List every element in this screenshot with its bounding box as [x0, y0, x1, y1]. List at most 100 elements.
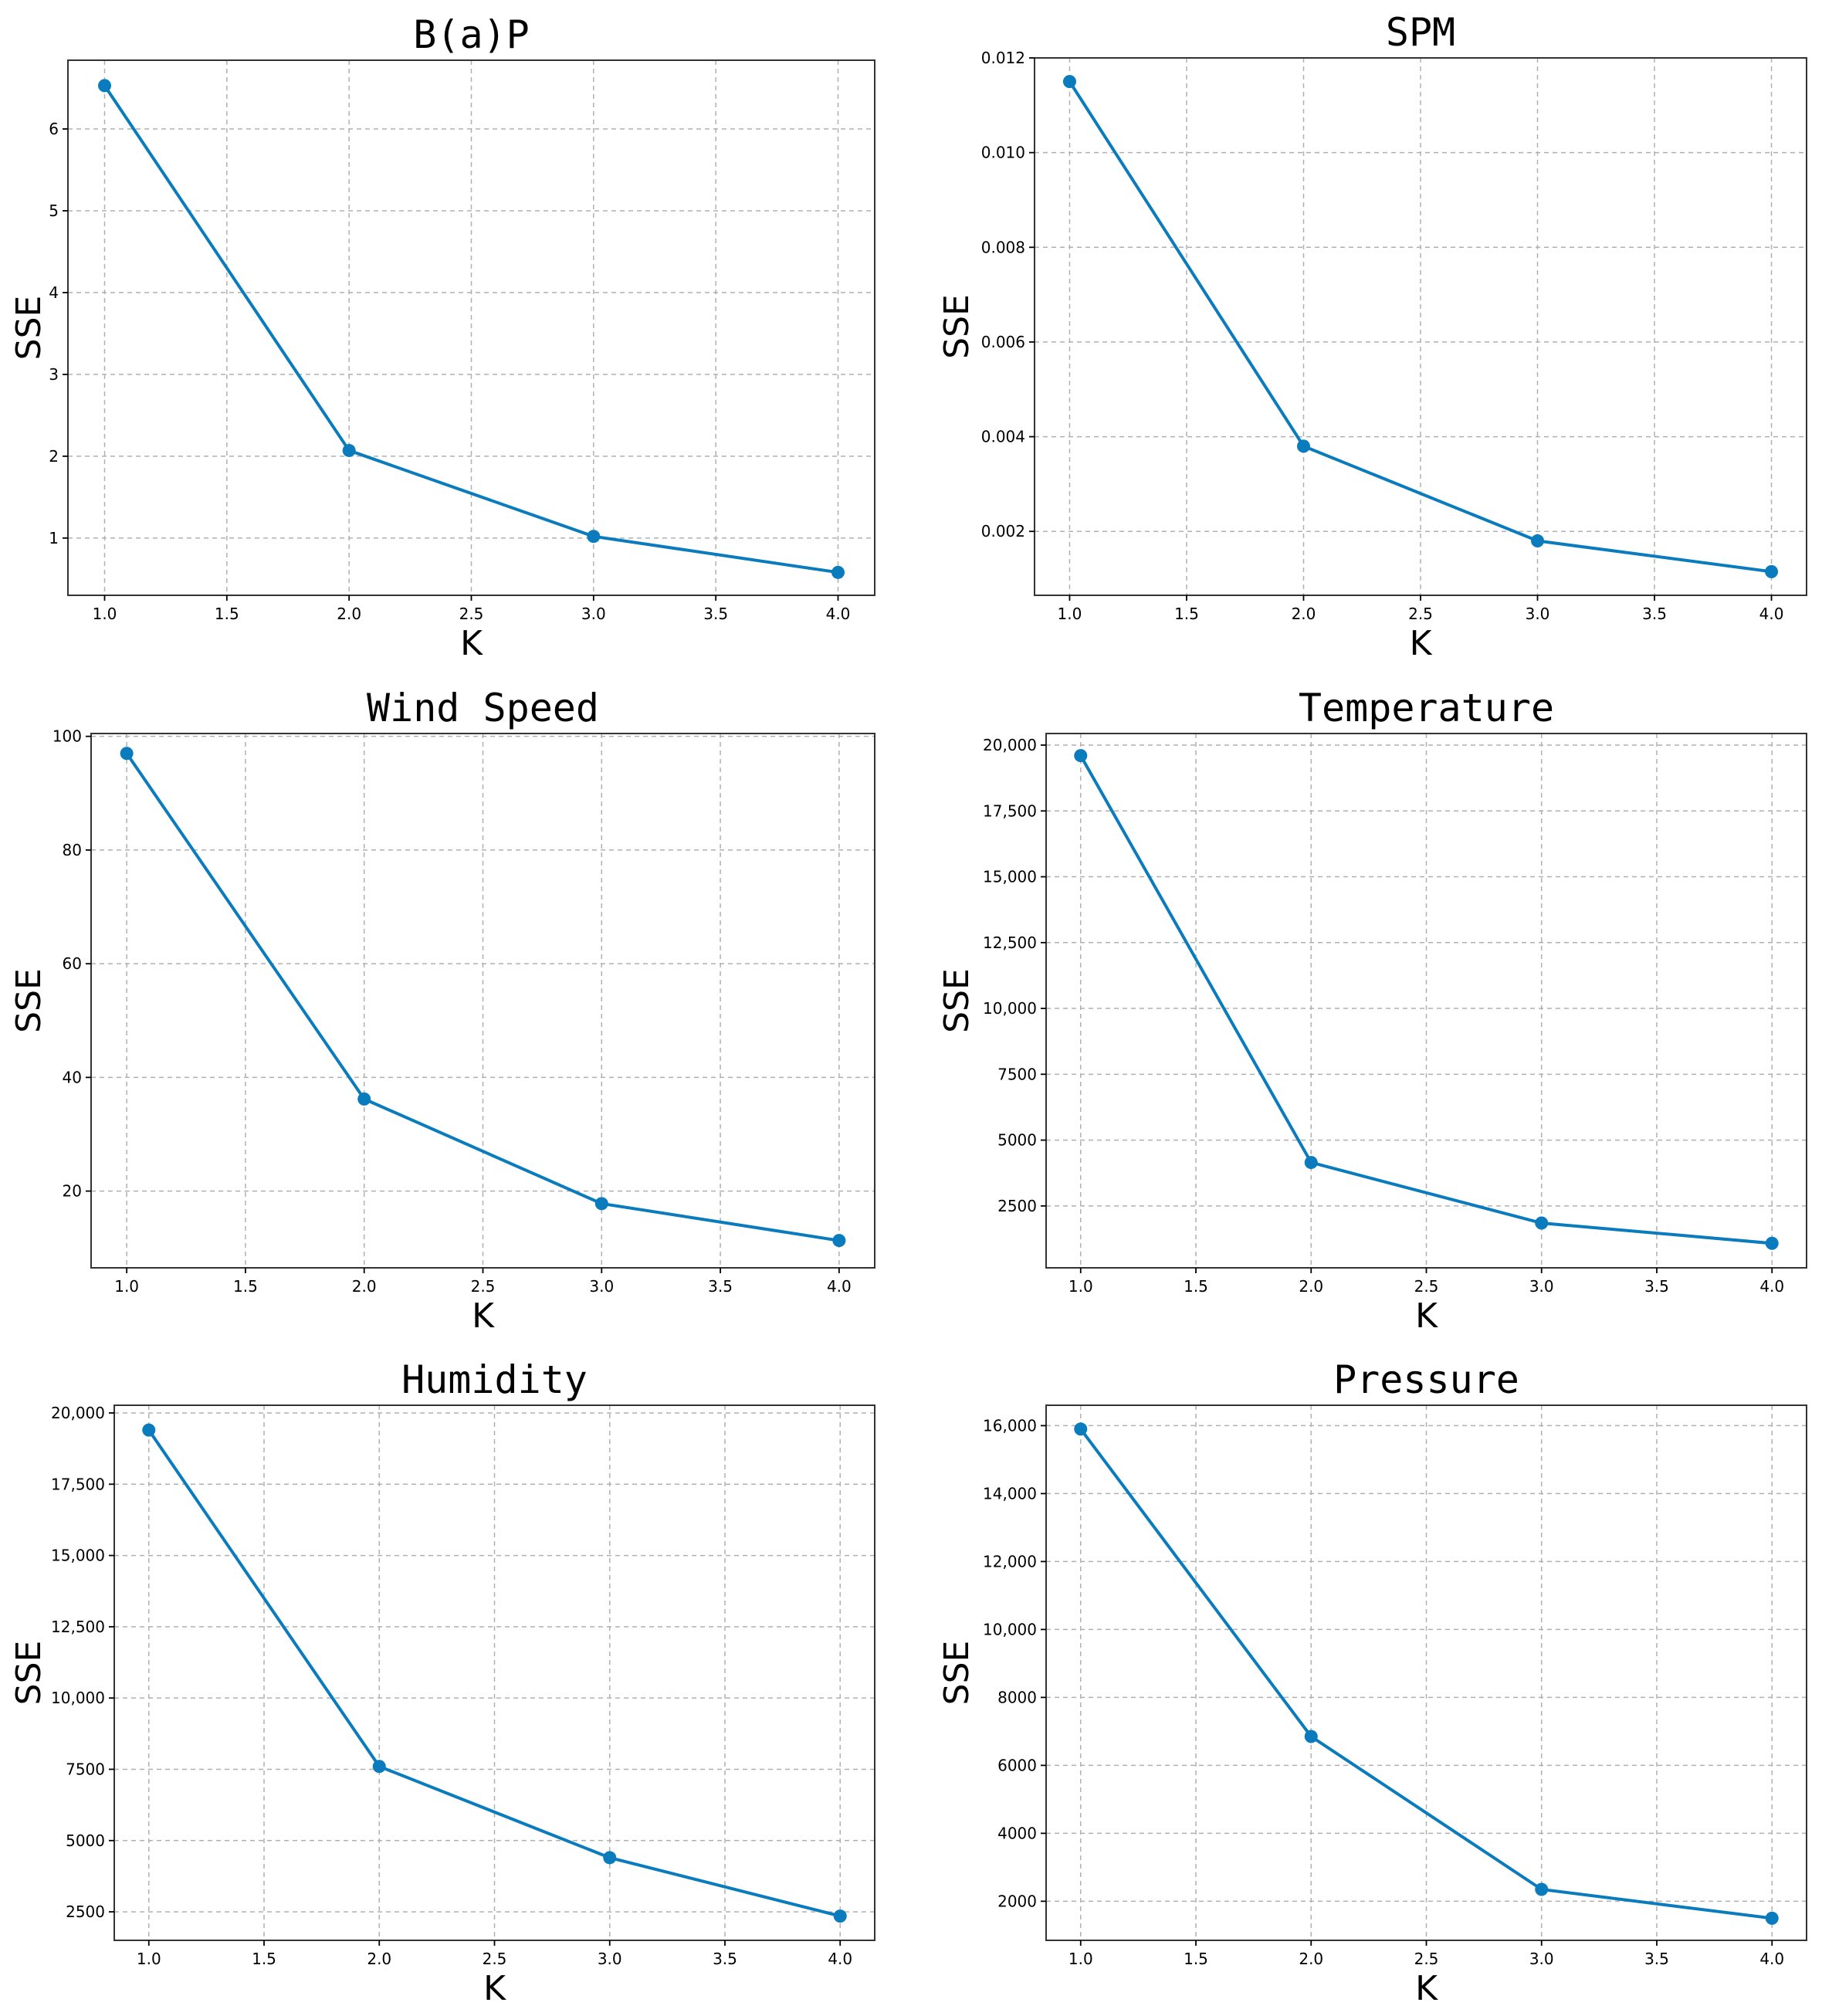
x-tick-label: 1.0: [114, 1277, 139, 1296]
x-tick-label: 4.0: [827, 1277, 852, 1296]
y-tick-label: 15,000: [51, 1547, 105, 1565]
y-axis-label: SSE: [9, 296, 49, 361]
data-point: [1531, 534, 1545, 547]
x-tick-label: 2.5: [1414, 1277, 1439, 1296]
data-point: [1296, 439, 1310, 453]
data-point: [831, 565, 845, 579]
data-point: [1074, 1422, 1088, 1436]
data-point: [1304, 1156, 1318, 1170]
x-tick-label: 2.0: [1299, 1277, 1323, 1296]
x-axis-label: K: [483, 1969, 506, 2008]
series-line: [1079, 1428, 1773, 1920]
x-tick-label: 1.5: [1174, 605, 1199, 623]
y-tick-label: 60: [63, 954, 82, 973]
data-point: [1535, 1882, 1549, 1896]
x-tick-label: 1.0: [137, 1950, 161, 1968]
x-tick-label: 3.5: [713, 1950, 737, 1968]
x-tick-label: 1.0: [1068, 1277, 1093, 1296]
x-tick-label: 2.5: [1414, 1950, 1439, 1968]
x-axis-label: K: [1415, 1296, 1438, 1336]
y-tick-label: 8000: [997, 1688, 1037, 1706]
y-tick-label: 10,000: [983, 999, 1037, 1018]
y-axis-label: SSE: [937, 294, 977, 359]
series-line: [1079, 754, 1773, 1245]
y-tick-label: 0.012: [981, 49, 1025, 67]
x-tick-label: 4.0: [1759, 1277, 1784, 1296]
chart-3: 1.0 1.5 2.0 2.5 3.0 3.5 4.0 20 40 60 80 100 Wind Spe…: [9, 686, 875, 1336]
y-tick-label: 10,000: [983, 1620, 1037, 1638]
x-tick-label: 3.5: [1644, 1277, 1669, 1296]
data-point: [372, 1760, 386, 1774]
x-tick-label: 3.0: [589, 1277, 614, 1296]
y-tick-label: 12,500: [983, 933, 1037, 952]
x-tick-label: 3.0: [1529, 1950, 1554, 1968]
series-line: [1068, 80, 1772, 574]
x-tick-label: 1.5: [252, 1950, 276, 1968]
chart-5: 1.0 1.5 2.0 2.5 3.0 3.5 4.0 2500 5000 7500 10,000 1…: [9, 1357, 875, 2008]
data-point: [142, 1423, 156, 1437]
y-axis-label: SSE: [937, 1641, 977, 1706]
x-tick-label: 1.0: [1068, 1950, 1093, 1968]
y-tick-label: 0.006: [981, 333, 1025, 351]
x-tick-label: 1.5: [215, 605, 239, 623]
y-tick-label: 7500: [997, 1065, 1037, 1083]
data-point: [120, 747, 134, 761]
y-tick-label: 0.008: [981, 238, 1025, 256]
y-tick-label: 4000: [997, 1824, 1037, 1842]
data-point: [833, 1909, 847, 1923]
x-tick-label: 1.0: [93, 605, 117, 623]
y-tick-label: 100: [52, 727, 82, 746]
series-line: [125, 752, 840, 1242]
y-tick-label: 0.002: [981, 522, 1025, 540]
y-tick-label: 2500: [997, 1197, 1037, 1215]
y-tick-label: 7500: [66, 1760, 105, 1778]
x-tick-label: 3.5: [703, 605, 728, 623]
y-tick-label: 4: [49, 283, 59, 302]
x-axis-label: K: [1410, 624, 1433, 663]
y-tick-label: 14,000: [983, 1484, 1037, 1503]
data-point: [1074, 749, 1088, 763]
data-point: [594, 1197, 608, 1211]
chart-2: 1.0 1.5 2.0 2.5 3.0 3.5 4.0 0.002 0.004 0.006 0.00…: [937, 10, 1807, 663]
series-line: [147, 1428, 841, 1918]
y-tick-label: 20,000: [983, 736, 1037, 754]
x-tick-label: 4.0: [828, 1950, 852, 1968]
chart-title: Humidity: [401, 1357, 588, 1402]
x-tick-label: 2.5: [483, 1950, 507, 1968]
data-point: [1304, 1730, 1318, 1743]
data-point: [98, 79, 111, 93]
y-axis-label: SSE: [937, 968, 977, 1033]
chart-title: Wind Speed: [367, 686, 599, 730]
data-point: [357, 1092, 371, 1106]
y-tick-label: 3: [49, 365, 59, 384]
x-tick-label: 3.0: [598, 1950, 622, 1968]
chart-title: B(a)P: [413, 12, 530, 57]
y-tick-label: 2000: [997, 1892, 1037, 1910]
y-tick-label: 5: [49, 202, 59, 220]
data-point: [1062, 75, 1076, 89]
y-tick-label: 6000: [997, 1756, 1037, 1774]
y-axis-label: SSE: [9, 1641, 49, 1706]
chart-1: 1.0 1.5 2.0 2.5 3.0 3.5 4.0 1 2 3 4 5 6 B(a)P K SSE: [9, 12, 875, 663]
chart-title: Temperature: [1299, 686, 1554, 730]
y-tick-label: 0.004: [981, 428, 1025, 446]
y-tick-label: 17,500: [51, 1475, 105, 1493]
data-point: [1765, 564, 1779, 578]
y-tick-label: 2: [49, 447, 59, 466]
data-point: [1535, 1216, 1549, 1230]
chart-title: Pressure: [1333, 1357, 1519, 1402]
data-point: [587, 530, 601, 544]
x-tick-label: 2.0: [352, 1277, 377, 1296]
y-axis-label: SSE: [9, 968, 49, 1033]
y-tick-label: 5000: [997, 1131, 1037, 1150]
x-tick-label: 3.0: [1529, 1277, 1554, 1296]
data-point: [342, 443, 356, 457]
x-tick-label: 2.0: [1299, 1950, 1323, 1968]
x-tick-label: 3.5: [708, 1277, 733, 1296]
x-tick-label: 2.5: [471, 1277, 496, 1296]
y-tick-label: 2500: [66, 1902, 105, 1921]
y-tick-label: 12,500: [51, 1618, 105, 1636]
x-tick-label: 4.0: [826, 605, 851, 623]
y-tick-label: 20,000: [51, 1404, 105, 1422]
y-tick-label: 17,500: [983, 801, 1037, 820]
